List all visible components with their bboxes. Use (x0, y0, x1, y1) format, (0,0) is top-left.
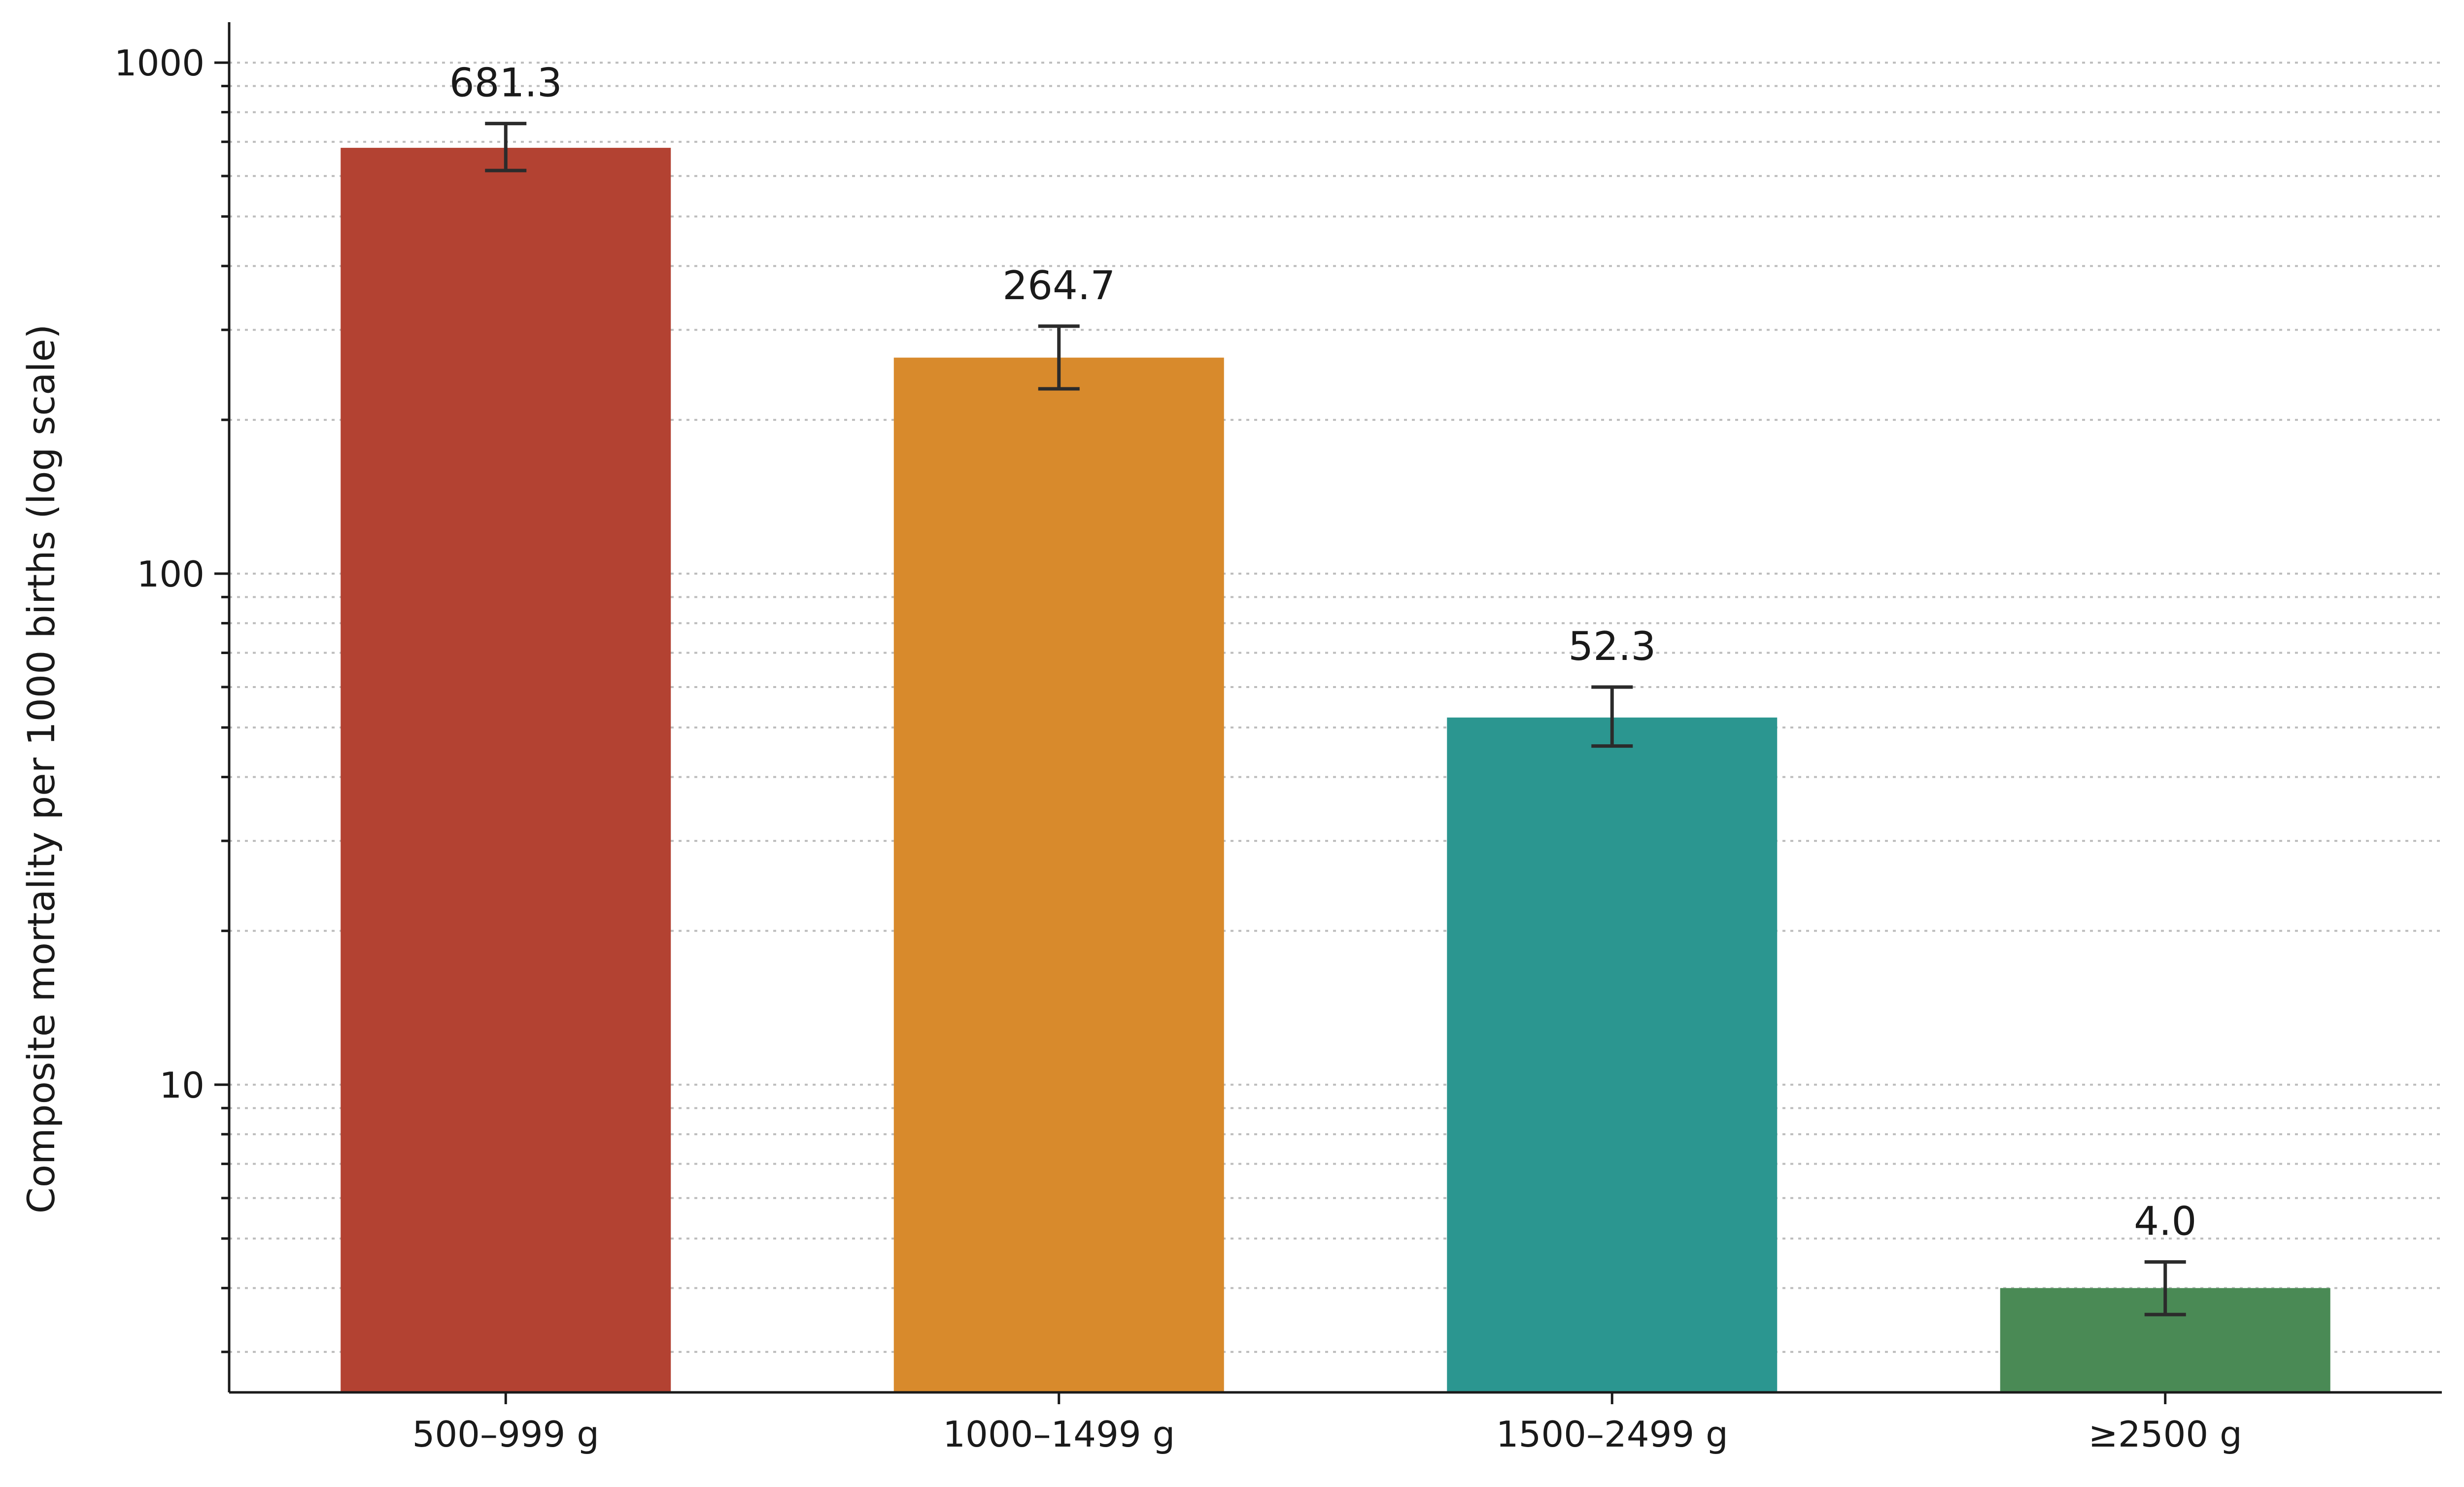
data-label-3: 52.3 (1568, 623, 1656, 669)
bar-3 (1447, 717, 1778, 1392)
data-label-4: 4.0 (2134, 1198, 2196, 1244)
grid-lines (229, 62, 2442, 1353)
y-tick-label-1: 10 (159, 1065, 205, 1106)
y-tick-label-2: 100 (137, 553, 205, 595)
x-tick-label-3: 1500–2499 g (1496, 1414, 1728, 1455)
axes: 500–999 g 1000–1499 g 1500–2499 g ≥2500 g 10… (114, 22, 2442, 1455)
y-tick-label-3: 1000 (114, 42, 205, 84)
data-label-2: 264.7 (1002, 263, 1115, 309)
x-tick-label-4: ≥2500 g (2088, 1414, 2242, 1455)
y-axis-title: Composite mortality per 1000 births (log… (19, 324, 63, 1214)
x-tick-label-2: 1000–1499 g (943, 1414, 1175, 1455)
bar-2 (893, 357, 1224, 1392)
error-bars (485, 122, 2186, 1316)
data-labels: 681.3 264.7 52.3 4.0 (449, 60, 2197, 1245)
bar-1 (341, 147, 671, 1393)
bars (341, 147, 2330, 1393)
x-tick-label-1: 500–999 g (412, 1414, 599, 1455)
data-label-1: 681.3 (449, 60, 562, 106)
